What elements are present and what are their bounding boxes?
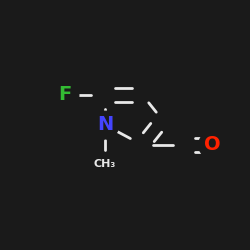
Text: F: F [58,86,72,104]
Text: CH₃: CH₃ [94,159,116,169]
Circle shape [51,81,79,109]
Text: N: N [97,116,113,134]
Text: O: O [204,136,221,154]
Circle shape [199,131,226,159]
Circle shape [91,111,119,139]
